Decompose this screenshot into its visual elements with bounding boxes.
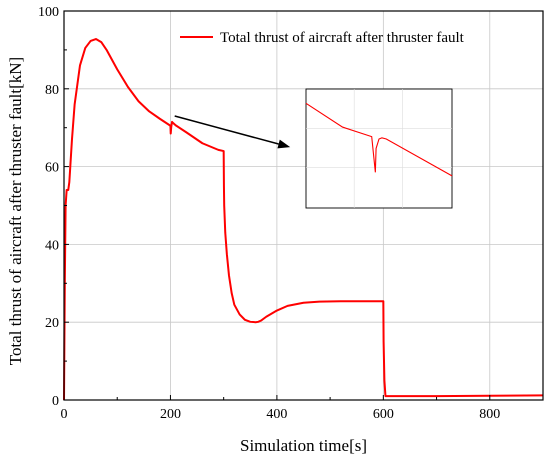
x-tick-label: 800 bbox=[479, 407, 500, 422]
zoom-arrow-head bbox=[277, 139, 291, 149]
zoom-inset bbox=[305, 88, 453, 209]
y-tick-label: 60 bbox=[45, 161, 59, 176]
axis-ticks: 0 200 400 600 800 0 20 40 60 80 100 bbox=[38, 5, 500, 422]
series-line bbox=[63, 38, 544, 401]
x-axis-label: Simulation time[s] bbox=[240, 436, 367, 455]
x-tick-label: 400 bbox=[266, 407, 287, 422]
x-tick-label: 0 bbox=[61, 407, 68, 422]
y-axis-label: Total thrust of aircraft after thruster … bbox=[6, 57, 25, 365]
legend: Total thrust of aircraft after thruster … bbox=[180, 30, 465, 46]
legend-label: Total thrust of aircraft after thruster … bbox=[220, 30, 465, 46]
y-tick-label: 0 bbox=[52, 394, 59, 409]
y-tick-label: 100 bbox=[38, 5, 59, 20]
grid-lines bbox=[64, 11, 543, 400]
zoom-arrow bbox=[174, 115, 291, 149]
inset-frame bbox=[305, 88, 453, 209]
x-tick-label: 200 bbox=[160, 407, 181, 422]
y-tick-label: 80 bbox=[45, 83, 59, 98]
y-tick-label: 20 bbox=[45, 316, 59, 331]
x-tick-label: 600 bbox=[373, 407, 394, 422]
zoom-arrow-line bbox=[174, 115, 279, 145]
series-layer bbox=[63, 38, 544, 401]
plot-frame bbox=[63, 10, 544, 401]
inset-series-line bbox=[305, 102, 453, 177]
y-tick-label: 40 bbox=[45, 238, 59, 253]
